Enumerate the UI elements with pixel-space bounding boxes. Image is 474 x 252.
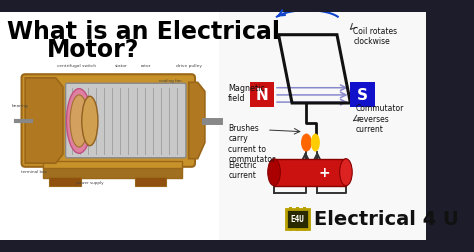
FancyBboxPatch shape [65,84,186,158]
Bar [43,161,182,170]
Text: power supply: power supply [76,180,104,184]
Bar [43,168,182,179]
Bar [0,13,219,240]
Text: +: + [319,166,330,179]
Ellipse shape [340,159,352,186]
Text: Electrical 4 U: Electrical 4 U [314,210,459,229]
Text: bearing: bearing [11,103,28,107]
Text: What is an Electrical: What is an Electrical [7,19,280,43]
Bar [296,207,299,209]
Text: Brushes
carry
current to
commutator: Brushes carry current to commutator [228,123,275,163]
Polygon shape [189,83,205,159]
Text: Magnetic
field: Magnetic field [228,83,265,103]
Ellipse shape [66,89,91,154]
Text: cooling fan: cooling fan [159,79,182,83]
Bar [135,177,166,186]
Text: Electric
current: Electric current [228,160,257,179]
FancyBboxPatch shape [21,75,195,167]
Ellipse shape [268,159,280,186]
Text: drive pulley: drive pulley [176,64,202,68]
Text: E4U: E4U [291,214,304,224]
Text: terminal box: terminal box [21,169,47,173]
Bar [286,209,309,229]
Bar [250,83,274,107]
Bar [303,229,306,231]
Bar [289,229,292,231]
Ellipse shape [301,134,312,152]
Bar [350,83,375,107]
Ellipse shape [311,134,320,152]
Text: S: S [357,88,368,103]
Text: rotor: rotor [140,64,151,68]
Bar [219,13,426,240]
Ellipse shape [82,97,98,146]
Bar [274,159,346,186]
Polygon shape [25,79,63,164]
Text: Commutator
reverses
current: Commutator reverses current [356,104,404,134]
Text: stator: stator [115,64,128,68]
Bar [296,229,299,231]
Text: centrifugal switch: centrifugal switch [57,64,96,68]
Text: Motor?: Motor? [47,38,139,62]
Bar [303,207,306,209]
Bar [49,177,81,186]
Bar [289,207,292,209]
Ellipse shape [70,96,88,147]
Text: N: N [255,88,268,103]
Text: Coil rotates
clockwise: Coil rotates clockwise [353,27,397,46]
